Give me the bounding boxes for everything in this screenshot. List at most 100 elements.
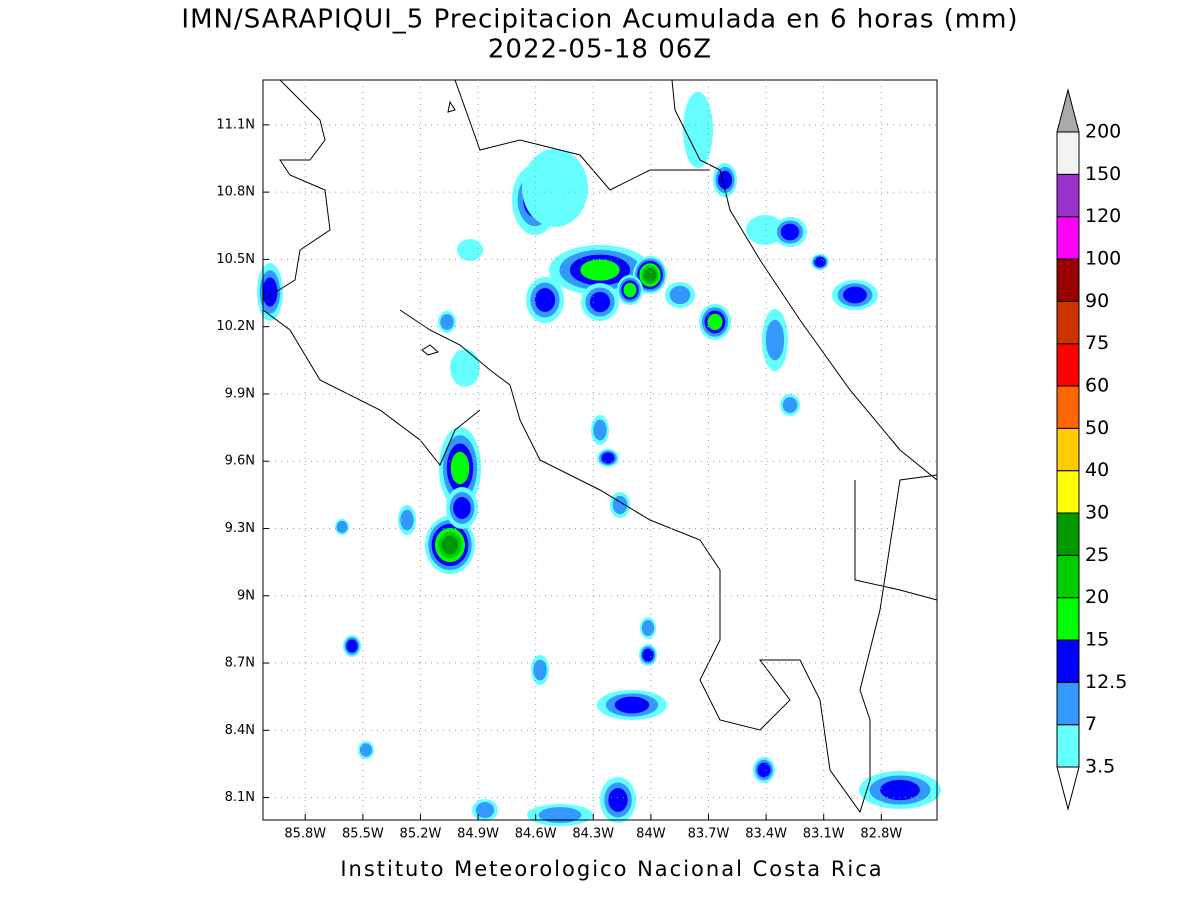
precip-contour bbox=[612, 495, 628, 515]
precip-contour bbox=[641, 620, 655, 636]
precip-contour bbox=[757, 762, 771, 778]
precip-contour bbox=[589, 291, 611, 313]
colorbar-box bbox=[1056, 554, 1080, 599]
precip-contour bbox=[538, 807, 582, 823]
precip-contour bbox=[623, 282, 637, 298]
precip-contour bbox=[346, 639, 358, 653]
colorbar-label: 40 bbox=[1085, 459, 1109, 481]
colorbar-box bbox=[1056, 300, 1080, 345]
colorbar-label: 50 bbox=[1085, 417, 1109, 439]
colorbar-box bbox=[1056, 597, 1080, 641]
colorbar-box bbox=[1056, 258, 1080, 302]
precip-contour bbox=[782, 397, 798, 413]
precip-contour bbox=[718, 170, 732, 190]
x-tick-label: 83.1W bbox=[803, 827, 845, 842]
x-tick-label: 84.6W bbox=[515, 827, 557, 842]
precip-contour bbox=[707, 313, 723, 331]
x-tick-label: 85.5W bbox=[342, 827, 384, 842]
precip-contour bbox=[533, 659, 547, 681]
precip-contour bbox=[614, 696, 650, 714]
precip-contour bbox=[534, 288, 556, 312]
colorbar-label: 90 bbox=[1085, 290, 1109, 312]
colorbar-label: 12.5 bbox=[1085, 671, 1127, 693]
colorbar-label: 20 bbox=[1085, 586, 1109, 608]
coastlines bbox=[262, 79, 938, 814]
precip-contour bbox=[843, 286, 867, 304]
precip-contour bbox=[522, 149, 588, 227]
colorbar-box bbox=[1056, 173, 1080, 218]
precip-contour bbox=[336, 520, 348, 534]
colorbar-box bbox=[1056, 681, 1080, 726]
precip-contour bbox=[440, 314, 454, 330]
precip-contour bbox=[608, 788, 628, 812]
y-tick-label: 9.3N bbox=[225, 521, 255, 536]
y-tick-label: 8.4N bbox=[225, 723, 255, 738]
colorbar-label: 3.5 bbox=[1085, 756, 1115, 778]
precip-contour bbox=[780, 223, 800, 241]
colorbar-box bbox=[1056, 427, 1080, 472]
precipitation-field bbox=[257, 92, 941, 826]
colorbar-box bbox=[1056, 343, 1080, 387]
precip-contour bbox=[601, 452, 615, 464]
colorbar-box bbox=[1056, 724, 1080, 768]
colorbar-label: 150 bbox=[1085, 163, 1121, 185]
precip-contour bbox=[453, 497, 471, 519]
precip-contour bbox=[400, 509, 414, 531]
y-tick-label: 10.8N bbox=[216, 185, 255, 200]
y-tick-label: 9.6N bbox=[225, 454, 255, 469]
map-frame bbox=[262, 79, 938, 821]
precip-contour bbox=[814, 256, 826, 268]
precip-contour bbox=[642, 648, 654, 662]
colorbar-box bbox=[1056, 131, 1080, 175]
footer: Instituto Meteorologico Nacional Costa R… bbox=[340, 857, 883, 881]
precip-contour bbox=[457, 239, 483, 261]
colorbar-under bbox=[1056, 766, 1080, 811]
x-tick-label: 82.8W bbox=[860, 827, 902, 842]
colorbar-label: 25 bbox=[1085, 544, 1109, 566]
x-tick-label: 83.4W bbox=[745, 827, 787, 842]
precip-contour bbox=[669, 285, 691, 305]
colorbar-label: 200 bbox=[1085, 121, 1121, 143]
y-tick-label: 8.7N bbox=[225, 656, 255, 671]
y-tick-label: 11.1N bbox=[216, 117, 255, 132]
x-tick-label: 85.2W bbox=[400, 827, 442, 842]
x-tick-label: 84.9W bbox=[457, 827, 499, 842]
colorbar-box bbox=[1056, 512, 1080, 556]
x-tick-label: 84W bbox=[636, 827, 666, 842]
precip-contour bbox=[475, 802, 495, 818]
precip-contour bbox=[262, 277, 278, 307]
colorbar-label: 100 bbox=[1085, 248, 1121, 270]
y-tick-label: 9.9N bbox=[225, 386, 255, 401]
precip-contour bbox=[450, 451, 470, 485]
subtitle: 2022-05-18 06Z bbox=[488, 35, 712, 65]
precip-contour bbox=[643, 268, 657, 282]
y-tick-label: 10.2N bbox=[216, 319, 255, 334]
x-tick-label: 83.7W bbox=[688, 827, 730, 842]
precip-contour bbox=[683, 92, 713, 168]
colorbar-label: 7 bbox=[1085, 713, 1097, 735]
colorbar-label: 75 bbox=[1085, 332, 1109, 354]
precip-contour bbox=[880, 779, 920, 801]
colorbar-box bbox=[1056, 470, 1080, 514]
colorbar-over bbox=[1056, 88, 1080, 133]
colorbar-label: 30 bbox=[1085, 502, 1109, 524]
colorbar-label: 15 bbox=[1085, 629, 1109, 651]
title: IMN/SARAPIQUI_5 Precipitacion Acumulada … bbox=[181, 5, 1018, 35]
precip-contour bbox=[593, 419, 607, 441]
colorbar-box bbox=[1056, 385, 1080, 429]
colorbar-label: 60 bbox=[1085, 375, 1109, 397]
y-tick-label: 10.5N bbox=[216, 252, 255, 267]
precip-contour bbox=[441, 535, 459, 555]
precip-contour bbox=[450, 349, 480, 387]
x-tick-label: 85.8W bbox=[284, 827, 326, 842]
colorbar-label: 120 bbox=[1085, 205, 1121, 227]
precip-contour bbox=[580, 259, 620, 281]
precip-contour bbox=[765, 319, 785, 361]
y-tick-label: 8.1N bbox=[225, 790, 255, 805]
colorbar-box bbox=[1056, 639, 1080, 683]
y-tick-label: 9N bbox=[237, 588, 255, 603]
x-tick-label: 84.3W bbox=[572, 827, 614, 842]
colorbar-box bbox=[1056, 216, 1080, 260]
precip-contour bbox=[359, 743, 373, 757]
